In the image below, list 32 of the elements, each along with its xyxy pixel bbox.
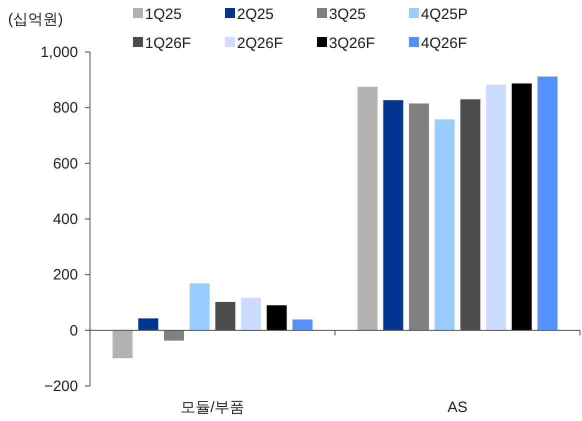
y-tick-label: 1,000 (40, 44, 78, 61)
x-tick-label: 모듈/부품 (180, 399, 245, 416)
y-tick-label: 200 (52, 266, 78, 284)
bar (241, 298, 262, 330)
legend-label: 1Q26F (145, 35, 191, 52)
y-tick-label: 400 (52, 211, 78, 228)
legend-label: 3Q26F (329, 35, 375, 52)
bar (383, 100, 404, 330)
legend-label: 4Q25P (421, 6, 468, 23)
legend-label: 1Q25 (145, 6, 182, 23)
y-axis-title: (십억원) (8, 11, 63, 28)
y-tick-label: 600 (52, 155, 78, 172)
bar (537, 76, 558, 330)
legend-label: 2Q25 (237, 6, 274, 23)
bar (358, 86, 378, 330)
bar (292, 319, 312, 330)
y-tick-label: 0 (70, 322, 78, 340)
y-tick-label: −200 (44, 378, 78, 395)
legend-label: 2Q26F (237, 35, 283, 52)
legend-label: 4Q26F (421, 35, 467, 52)
bar (512, 83, 532, 330)
bar (164, 330, 184, 341)
bar (112, 330, 133, 358)
legend-label: 3Q25 (329, 6, 366, 23)
bar (408, 103, 429, 330)
bar (266, 305, 287, 330)
x-tick-label: AS (447, 399, 468, 416)
bar (190, 283, 210, 330)
y-tick-label: 800 (52, 100, 78, 117)
bar (486, 84, 506, 330)
bar (434, 119, 455, 330)
bar (138, 318, 158, 330)
